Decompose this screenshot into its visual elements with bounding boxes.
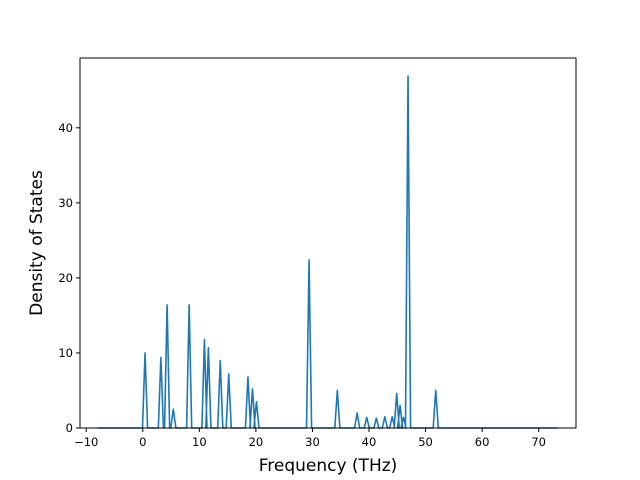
y-tick-label: 0: [66, 421, 73, 435]
x-tick-label: 60: [475, 435, 490, 449]
y-ticks: 0 10 20 30 40: [58, 121, 80, 435]
x-axis-label: Frequency (THz): [259, 456, 398, 476]
x-tick-label: 50: [418, 435, 433, 449]
plot-frame: [79, 57, 577, 429]
y-tick-label: 30: [58, 196, 73, 210]
y-tick-label: 10: [58, 346, 73, 360]
y-tick-label: 40: [58, 121, 73, 135]
x-tick-label: 30: [305, 435, 320, 449]
y-tick-label: 20: [58, 271, 73, 285]
x-tick-label: 40: [362, 435, 377, 449]
x-tick-label: 70: [531, 435, 546, 449]
y-axis-label: Density of States: [27, 170, 47, 316]
x-tick-label: 20: [249, 435, 264, 449]
x-tick-label: 10: [192, 435, 207, 449]
x-ticks: −10 0 10 20 30 40 50 60 70: [74, 428, 546, 449]
x-tick-label: 0: [139, 435, 146, 449]
x-tick-label: −10: [74, 435, 98, 449]
plot-background: [80, 58, 576, 428]
